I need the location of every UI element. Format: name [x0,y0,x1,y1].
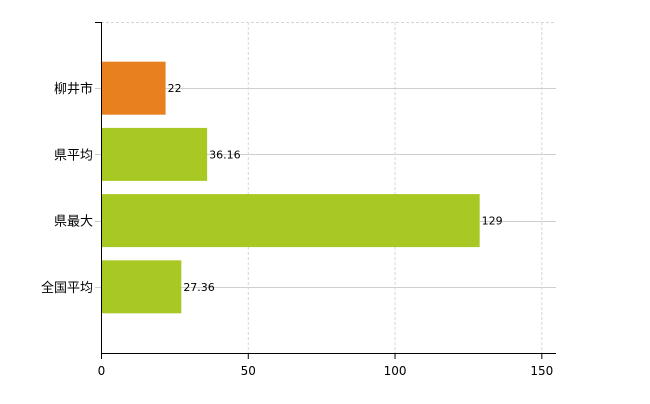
bar [101,194,480,248]
y-tick-label: 県平均 [54,148,93,163]
bar [101,127,208,181]
bar [101,61,166,115]
x-tick-label: 0 [98,364,106,378]
data-label: 22 [168,82,182,95]
data-label: 129 [482,215,503,228]
data-label: 27.36 [183,281,215,294]
y-tick-label: 県最大 [54,215,93,230]
data-label: 36.16 [209,148,241,161]
x-tick-label: 150 [530,364,553,378]
x-tick-label: 50 [241,364,256,378]
y-tick-label: 全国平均 [41,280,93,296]
bar [101,260,182,314]
x-tick-label: 100 [384,364,407,378]
y-tick-label: 柳井市 [54,81,93,97]
